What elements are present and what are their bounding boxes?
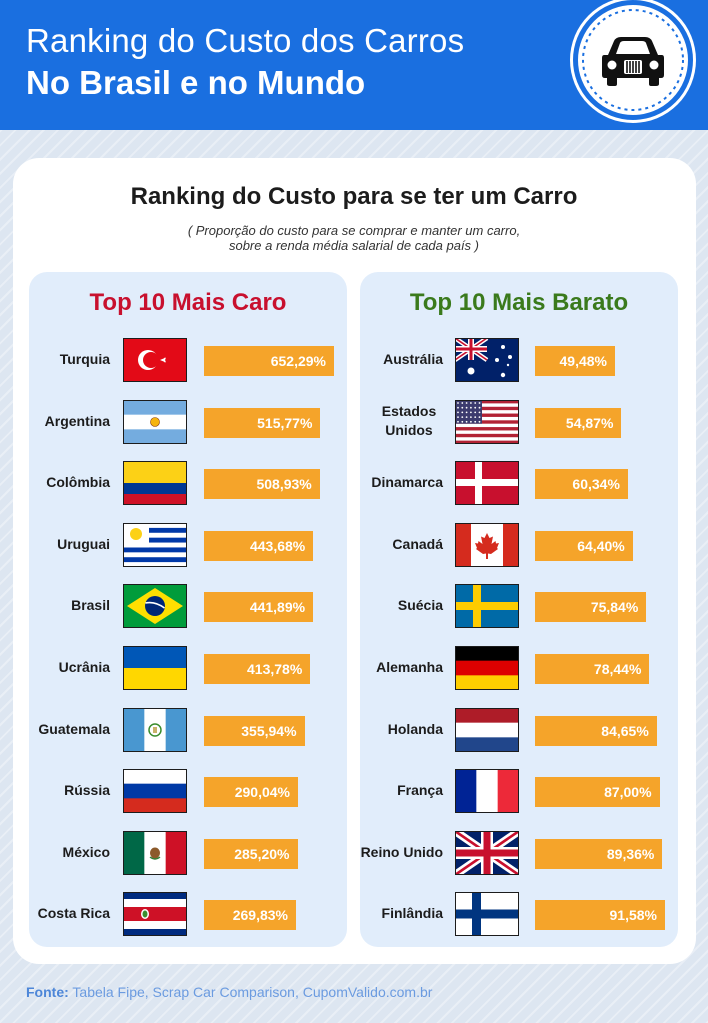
bar-usa: 54,87% (535, 407, 622, 438)
flag-ukraine-icon (123, 646, 187, 690)
bar-value-label-uruguay: 443,68% (249, 537, 306, 554)
country-label-canada: Canadá (392, 535, 443, 552)
country-label-denmark: Dinamarca (371, 474, 443, 491)
bar-sweden: 75,84% (535, 592, 647, 623)
country-label-guatemala: Guatemala (38, 720, 110, 737)
bar-value-label-uk: 89,36% (606, 845, 655, 862)
bar-value-label-argentina: 515,77% (257, 414, 313, 431)
flag-finland-icon (455, 892, 519, 937)
bar-value-label-finland: 91,58% (609, 907, 657, 924)
bar-value-label-mexico: 285,20% (234, 845, 290, 862)
bar-value-label-costa-rica: 269,83% (232, 907, 288, 924)
bar-australia: 49,48% (535, 346, 615, 376)
country-label-uruguay: Uruguai (57, 535, 110, 552)
bar-value-label-usa: 54,87% (565, 414, 614, 431)
flag-sweden-icon (455, 584, 519, 629)
panel-title-cheapest: Top 10 Mais Barato (409, 289, 629, 316)
card-subtitle-line2: sobre a renda média salarial de cada paí… (228, 238, 480, 253)
flag-germany-icon (455, 646, 519, 690)
bar-value-label-sweden: 75,84% (590, 599, 639, 616)
bar-ukraine: 413,78% (204, 654, 311, 684)
bar-value-label-denmark: 60,34% (572, 476, 620, 493)
card-title: Ranking do Custo para se ter um Carro (130, 183, 578, 210)
country-label-germany: Alemanha (376, 659, 443, 675)
country-label-finland: Finlândia (381, 905, 443, 922)
flag-uruguay-icon (123, 522, 187, 567)
flag-france-icon (455, 769, 519, 814)
bar-guatemala: 355,94% (204, 715, 305, 746)
footer-source: Fonte: Tabela Fipe, Scrap Car Comparison… (26, 984, 432, 1000)
country-label-mexico: México (62, 843, 110, 860)
country-label-argentina: Argentina (44, 412, 110, 429)
country-label-australia: Austrália (383, 351, 443, 367)
bar-costa-rica: 269,83% (204, 900, 296, 931)
country-label-sweden: Suécia (397, 597, 443, 614)
bar-uk: 89,36% (535, 838, 663, 869)
bar-argentina: 515,77% (204, 407, 321, 438)
flag-canada-icon (455, 522, 519, 567)
country-label-brazil: Brasil (71, 597, 110, 614)
bar-turkey: 652,29% (204, 346, 334, 376)
bar-value-label-turkey: 652,29% (270, 353, 326, 369)
country-label-ukraine: Ucrânia (58, 659, 110, 675)
header-title-line2: No Brasil e no Mundo (26, 64, 366, 101)
bar-germany: 78,44% (535, 654, 650, 684)
country-label-netherlands: Holanda (387, 720, 443, 737)
bar-brazil: 441,89% (204, 592, 314, 623)
flag-denmark-icon (455, 461, 519, 506)
bar-value-label-colombia: 508,93% (256, 476, 312, 493)
flag-costa-rica-icon (123, 892, 187, 937)
bar-denmark: 60,34% (535, 469, 628, 500)
flag-guatemala-icon (123, 707, 187, 752)
country-label-turkey: Turquia (59, 351, 110, 367)
card-subtitle-line1: ( Proporção do custo para se comprar e m… (187, 223, 521, 238)
flag-mexico-icon (123, 830, 187, 875)
bar-value-label-germany: 78,44% (593, 661, 642, 677)
footer-text: Tabela Fipe, Scrap Car Comparison, Cupom… (68, 984, 433, 1000)
panel-title-most-expensive: Top 10 Mais Caro (89, 289, 287, 316)
bar-russia: 290,04% (204, 777, 298, 808)
country-label-uk: Reino Unido (360, 843, 443, 860)
bar-value-label-russia: 290,04% (234, 784, 290, 801)
bar-netherlands: 84,65% (535, 715, 657, 746)
bar-value-label-australia: 49,48% (559, 353, 607, 369)
flag-brazil-icon (123, 584, 187, 629)
country-label-costa-rica: Costa Rica (37, 905, 110, 922)
footer-label: Fonte: (26, 984, 69, 1000)
bar-canada: 64,40% (535, 530, 633, 561)
bar-value-label-guatemala: 355,94% (241, 722, 297, 739)
flag-russia-icon (123, 769, 187, 814)
flag-netherlands-icon (455, 707, 519, 752)
bar-france: 87,00% (535, 777, 660, 808)
country-label-france: França (397, 782, 443, 799)
flag-turkey-icon (123, 338, 187, 382)
flag-colombia-icon (123, 461, 187, 506)
car-badge (573, 0, 693, 120)
bar-mexico: 285,20% (204, 838, 298, 869)
bar-value-label-ukraine: 413,78% (247, 661, 303, 677)
header-title-line1: Ranking do Custo dos Carros (26, 22, 465, 59)
flag-uk-icon (455, 830, 519, 875)
flag-usa-icon (455, 399, 519, 444)
country-label-russia: Rússia (64, 782, 110, 799)
bar-value-label-netherlands: 84,65% (601, 722, 649, 739)
car-front-icon (582, 9, 684, 111)
bar-value-label-france: 87,00% (604, 784, 652, 801)
country-label-usa: Estados Unidos (381, 402, 437, 438)
bar-uruguay: 443,68% (204, 530, 314, 561)
bar-finland: 91,58% (535, 900, 665, 931)
bar-colombia: 508,93% (204, 469, 320, 500)
flag-argentina-icon (123, 399, 187, 444)
country-label-colombia: Colômbia (46, 474, 110, 491)
bar-value-label-canada: 64,40% (577, 537, 625, 554)
bar-value-label-brazil: 441,89% (249, 599, 306, 616)
flag-australia-icon (455, 338, 519, 382)
